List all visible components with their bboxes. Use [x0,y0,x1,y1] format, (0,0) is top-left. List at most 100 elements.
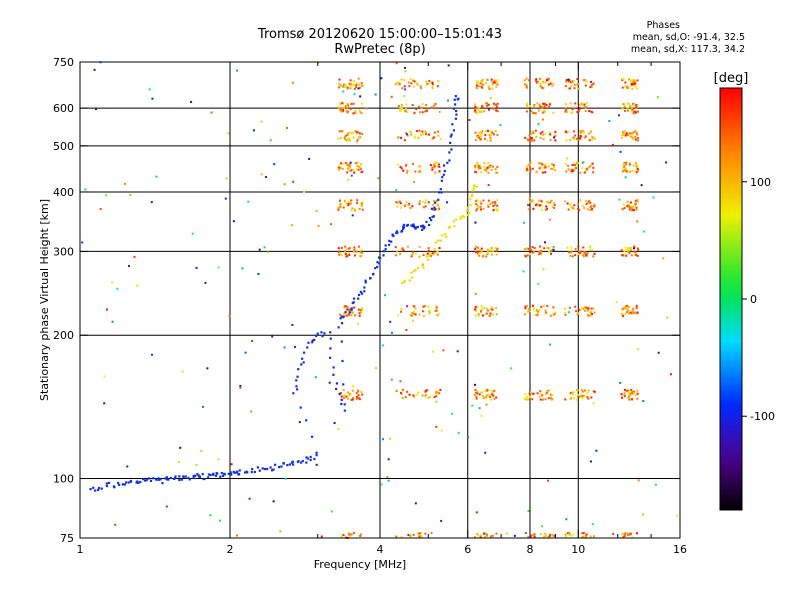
echo-point [628,206,631,209]
scatter-point [551,249,554,252]
echo-point [426,389,429,392]
echo-point [342,312,345,315]
echo-point [474,131,477,134]
echo-point [583,206,586,209]
echo-point [399,248,402,251]
echo-point [488,314,491,317]
trace-point [441,234,444,237]
scatter-point [480,415,483,418]
echo-point [480,171,483,174]
echo-point [435,305,438,308]
echo-point [339,199,342,202]
echo-point [625,161,628,164]
scatter-point [317,224,320,227]
trace-point [280,465,283,468]
echo-point [537,81,540,84]
echo-point [477,165,480,168]
echo-point [589,208,592,211]
echo-point [539,85,542,88]
trace-point [466,213,469,217]
echo-point [583,309,586,312]
echo-point [573,204,576,207]
echo-point [340,395,343,398]
trace-point [376,261,379,264]
echo-point [573,130,576,133]
trace-point [420,225,423,228]
echo-point [424,110,427,113]
echo-point [474,166,477,169]
echo-point [474,314,477,317]
echo-point [590,135,593,138]
echo-point [544,81,547,84]
echo-point [528,79,531,82]
echo-point [477,314,480,317]
echo-point [409,131,412,134]
echo-point [528,164,531,167]
echo-point [486,139,489,142]
echo-point [351,310,354,313]
echo-point [340,110,343,113]
echo-point [585,102,588,105]
echo-point [587,389,590,392]
trace-point [300,461,303,464]
trace-point [321,335,324,338]
scatter-point [637,479,640,482]
scatter-point [527,509,530,512]
echo-point [496,166,499,169]
echo-point [438,171,441,174]
echo-point [583,252,586,255]
echo-point [534,112,537,115]
echo-point [622,78,625,81]
echo-point [438,312,441,315]
scatter-point [116,287,119,290]
echo-point [540,204,543,207]
echo-point [576,253,579,256]
echo-point [355,83,358,86]
echo-point [524,305,527,308]
echo-point [480,135,483,138]
echo-point [627,250,630,253]
scatter-point [485,403,488,406]
trace-point [311,339,314,342]
trace-point [197,474,200,477]
echo-point [345,314,348,317]
trace-point [428,216,432,220]
echo-point [407,81,410,84]
echo-point [636,397,639,400]
echo-point [535,135,538,138]
echo-point [536,102,539,105]
echo-point [545,79,548,82]
echo-point [477,107,480,110]
echo-point [433,104,436,107]
scatter-point [356,322,359,325]
trace-point [209,473,212,477]
echo-point [593,535,596,538]
trace-point [271,469,274,472]
echo-point [359,110,362,113]
trace-point [229,473,233,476]
trace-point [335,387,338,391]
echo-point [636,167,639,170]
echo-point [564,311,567,314]
echo-point [634,251,637,254]
echo-point [564,398,567,401]
echo-point [400,391,403,394]
trace-point [411,224,414,228]
echo-point [484,532,487,535]
echo-point [361,208,364,211]
echo-point [435,395,438,398]
trace-point [455,113,458,116]
echo-point [526,164,529,167]
echo-point [474,308,477,311]
echo-point [345,109,348,112]
echo-point [418,129,421,132]
echo-point [625,304,628,307]
scatter-point [347,178,350,181]
echo-point [632,104,635,107]
echo-point [483,390,486,393]
echo-point [539,162,542,165]
echo-point [359,168,362,171]
echo-point [572,80,575,83]
trace-point [379,256,382,260]
echo-point [567,208,570,211]
